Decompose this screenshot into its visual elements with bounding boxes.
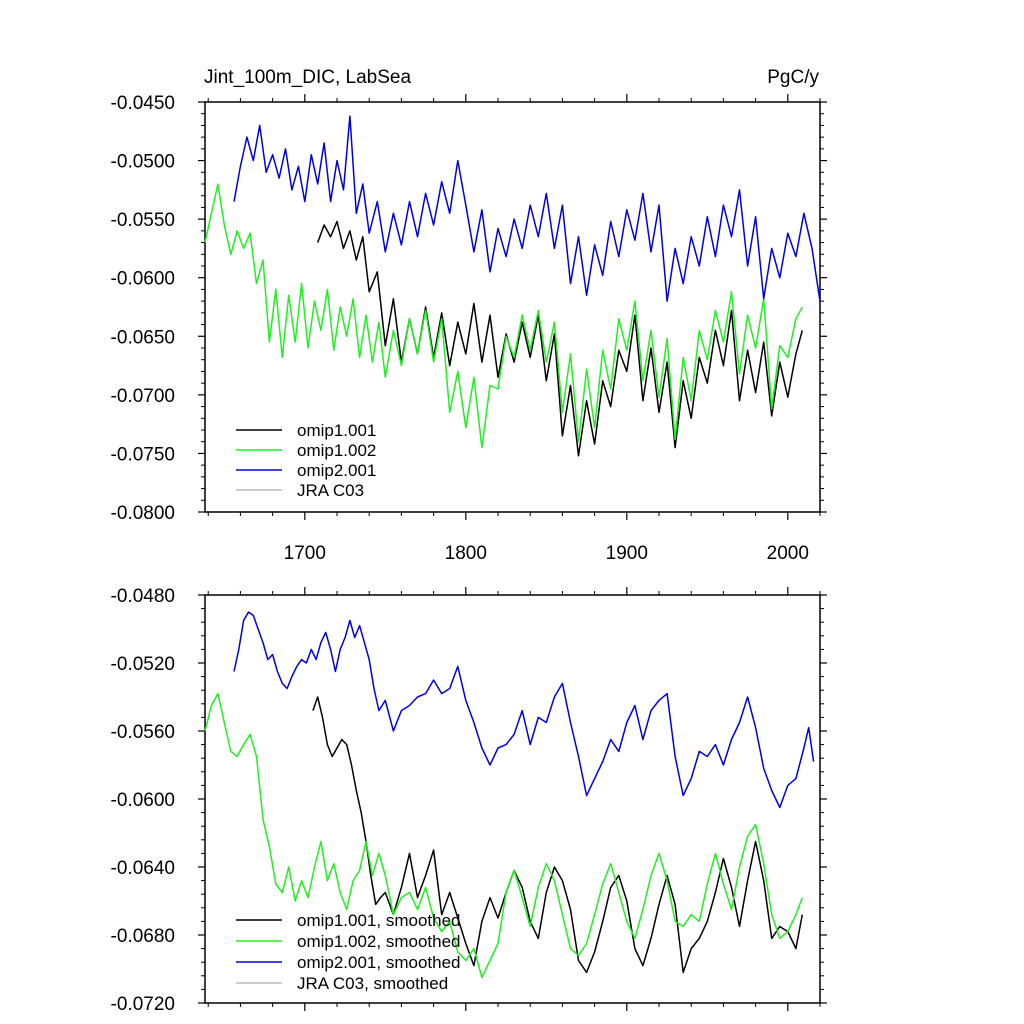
legend-label: omip1.002, smoothed	[297, 932, 461, 951]
y-tick-label: -0.0600	[111, 790, 175, 811]
y-tick-label: -0.0800	[111, 503, 175, 524]
legend-label: JRA C03	[297, 481, 364, 500]
top-panel: -0.0450 -0.0500 -0.0550 -0.0600 -0.0650 -0.07…	[111, 93, 827, 564]
x-tick-label: 1800	[445, 543, 487, 564]
y-tick-label: -0.0720	[111, 994, 175, 1015]
y-tick-label: -0.0650	[111, 327, 175, 348]
x-tick-label: 1700	[284, 543, 326, 564]
legend-label: JRA C03, smoothed	[297, 974, 448, 993]
units-label: PgC/y	[767, 67, 819, 88]
y-tick-label: -0.0560	[111, 722, 175, 743]
bottom-panel: -0.0480 -0.0520 -0.0560 -0.0600 -0.0640 -0.06…	[111, 586, 827, 1015]
y-tick-label: -0.0700	[111, 386, 175, 407]
x-tick-label: 1900	[606, 543, 648, 564]
legend-label: omip1.002	[297, 441, 376, 460]
y-tick-label: -0.0680	[111, 926, 175, 947]
legend-label: omip2.001, smoothed	[297, 953, 461, 972]
legend-label: omip1.001	[297, 421, 376, 440]
series-line-omip1-001	[316, 220, 804, 457]
y-tick-label: -0.0640	[111, 858, 175, 879]
y-tick-label: -0.0520	[111, 654, 175, 675]
chart-title: Jint_100m_DIC, LabSea	[204, 67, 411, 88]
legend-label: omip2.001	[297, 461, 376, 480]
series-line-omip1-002-smoothed	[204, 692, 804, 979]
y-tick-label: -0.0500	[111, 152, 175, 173]
series-line-omip2-001	[233, 115, 821, 302]
y-tick-label: -0.0550	[111, 210, 175, 231]
plot-frame	[204, 101, 821, 513]
legend-label: omip1.001, smoothed	[297, 911, 461, 930]
y-tick-label: -0.0480	[111, 586, 175, 607]
y-tick-label: -0.0600	[111, 269, 175, 290]
series-line-omip1-002	[204, 183, 803, 449]
y-tick-label: -0.0450	[111, 93, 175, 114]
x-tick-label: 2000	[767, 543, 809, 564]
y-tick-label: -0.0750	[111, 444, 175, 465]
series-line-omip2-001-smoothed	[233, 611, 815, 809]
